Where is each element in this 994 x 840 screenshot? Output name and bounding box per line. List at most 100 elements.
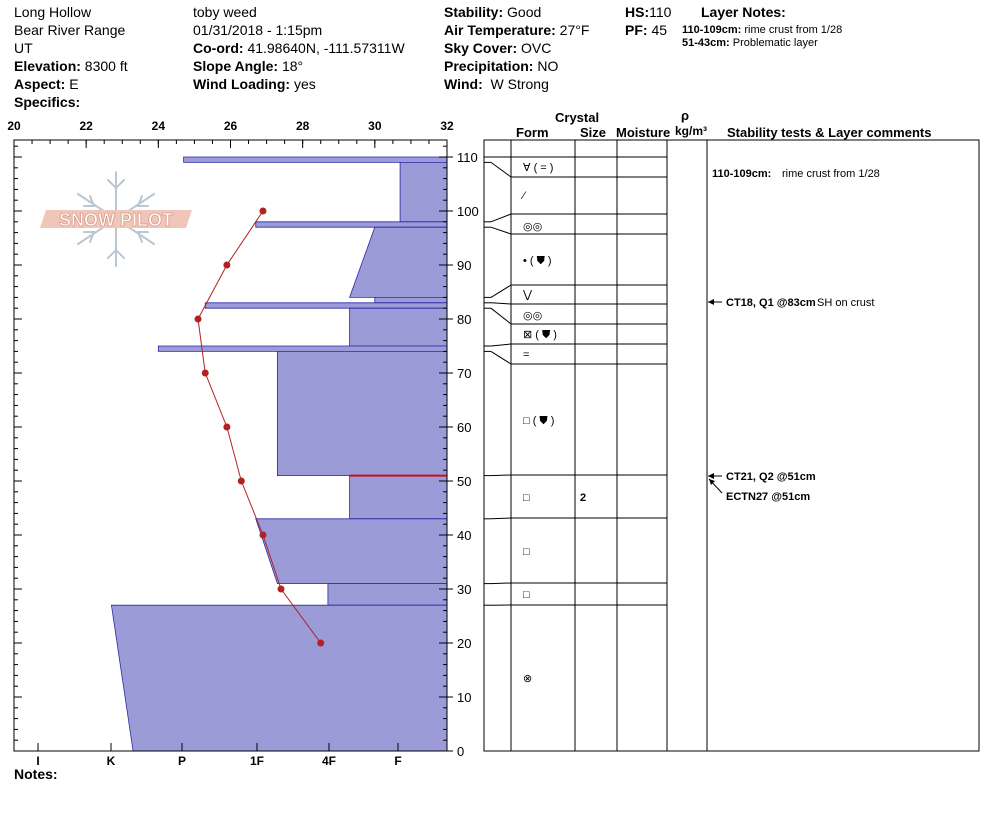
layer-connector <box>490 302 512 305</box>
hardness-layer-10 <box>255 518 448 584</box>
range: Bear River Range <box>14 22 126 38</box>
hardness-layer-3 <box>349 226 448 298</box>
col-stability-comments: Stability tests & Layer comments <box>727 125 932 140</box>
hardness-label: P <box>178 754 186 768</box>
depth-tick-label: 70 <box>457 366 471 381</box>
sky-cover: Sky Cover: OVC <box>444 40 552 56</box>
location: Long Hollow <box>14 4 92 20</box>
aspect: Aspect: E <box>14 76 79 92</box>
observer: toby weed <box>193 4 257 20</box>
grain-form-symbol: = <box>523 349 529 361</box>
col-size: Size <box>580 125 607 140</box>
specifics-label: Specifics: <box>14 94 81 110</box>
hardness-layer-4 <box>374 296 448 304</box>
hardness-layer-6 <box>349 307 448 347</box>
comment-bold: CT18, Q1 @83cm <box>726 297 816 309</box>
comment-bold: CT21, Q2 @51cm <box>726 471 816 483</box>
hardness-label: 1F <box>250 754 264 768</box>
col-rho: ρ <box>681 108 690 123</box>
layer-connector <box>490 284 512 298</box>
hardness-label: K <box>107 754 116 768</box>
layer-connector <box>490 582 512 585</box>
layer-note-2: 51-43cm: Problematic layer <box>682 37 818 49</box>
wind-loading: Wind Loading: yes <box>193 76 316 92</box>
notes-label: Notes: <box>14 766 58 782</box>
grain-form-symbol: ⁄ <box>520 190 527 202</box>
temp-tick-label: 24 <box>152 119 166 133</box>
depth-tick-label: 10 <box>457 690 471 705</box>
grain-form-symbol: ⋁ <box>522 289 533 301</box>
hardness-label: F <box>394 754 401 768</box>
depth-tick-label: 50 <box>457 474 471 489</box>
grain-form-symbol: ∀ ( = ) <box>523 162 553 174</box>
grain-size: 2 <box>580 492 586 504</box>
hs: HS:110 <box>625 4 672 20</box>
temperature-point <box>317 639 325 647</box>
hardness-layer-12 <box>110 604 448 752</box>
temperature-point <box>259 207 267 215</box>
grain-form-symbol: ⊗ <box>523 673 532 685</box>
layer-connector <box>490 343 512 347</box>
stability: Stability: Good <box>444 4 542 20</box>
hardness-layer-1 <box>399 161 448 223</box>
grain-form-symbol: □ <box>523 492 530 504</box>
hardness-layer-8 <box>277 350 448 477</box>
grain-form-symbol: □ <box>523 546 530 558</box>
depth-tick-label: 30 <box>457 582 471 597</box>
wind: Wind: W Strong <box>444 76 549 92</box>
grain-form-symbol: □ ( ⛊ ) <box>523 415 554 427</box>
elevation: Elevation: 8300 ft <box>14 58 128 74</box>
temp-tick-label: 30 <box>368 119 382 133</box>
grain-form-symbol: □ <box>523 589 530 601</box>
comment-text: SH on crust <box>817 297 874 309</box>
layer-connector <box>490 350 512 365</box>
temperature-point <box>259 531 267 539</box>
layer-connector <box>490 517 512 520</box>
depth-tick-label: 60 <box>457 420 471 435</box>
depth-tick-label: 100 <box>457 204 479 219</box>
layer-connector <box>490 161 512 178</box>
layer-connector <box>490 213 512 223</box>
layer-table-frame <box>483 139 980 752</box>
col-form: Form <box>516 125 549 140</box>
comment-arrowhead <box>708 473 714 479</box>
hardness-layer-9 <box>349 475 448 520</box>
temperature-point <box>223 261 231 269</box>
col-crystal: Crystal <box>555 110 600 125</box>
depth-tick-label: 90 <box>457 258 471 273</box>
temp-tick-label: 22 <box>79 119 93 133</box>
temperature-point <box>201 369 209 377</box>
depth-tick-label: 110 <box>457 150 478 165</box>
grain-form-symbol: ◎◎ <box>523 310 542 322</box>
logo-text: SNOW PILOT <box>59 210 173 230</box>
hardness-label: 4F <box>322 754 336 768</box>
temperature-point <box>194 315 202 323</box>
hardness-layer-5 <box>204 302 448 309</box>
temp-tick-label: 28 <box>296 119 310 133</box>
hardness-layer-0 <box>183 156 448 163</box>
air-temperature: Air Temperature: 27°F <box>444 22 590 38</box>
depth-tick-label: 40 <box>457 528 471 543</box>
temp-tick-label: 32 <box>440 119 454 133</box>
layer-connector <box>490 474 512 477</box>
datetime: 01/31/2018 - 1:15pm <box>193 22 323 38</box>
comment-arrowhead <box>709 479 715 485</box>
comment-bold: 110-109cm: <box>712 168 771 180</box>
temperature-point <box>223 423 231 431</box>
comment-arrowhead <box>708 299 714 305</box>
depth-tick-label: 0 <box>457 744 464 759</box>
hardness-label: I <box>36 754 39 768</box>
precipitation: Precipitation: NO <box>444 58 559 74</box>
depth-tick-label: 20 <box>457 636 471 651</box>
grain-form-symbol: ◎◎ <box>523 221 542 233</box>
hardness-layer-11 <box>327 583 448 606</box>
coordinates: Co-ord: 41.98640N, -111.57311W <box>193 40 405 56</box>
col-density: kg/m³ <box>675 124 708 138</box>
comment-text: rime crust from 1/28 <box>782 168 880 180</box>
pf: PF: 45 <box>625 22 668 38</box>
col-moisture: Moisture <box>616 125 671 140</box>
layer-notes-title: Layer Notes: <box>701 4 786 20</box>
state: UT <box>14 40 33 56</box>
temperature-point <box>237 477 245 485</box>
